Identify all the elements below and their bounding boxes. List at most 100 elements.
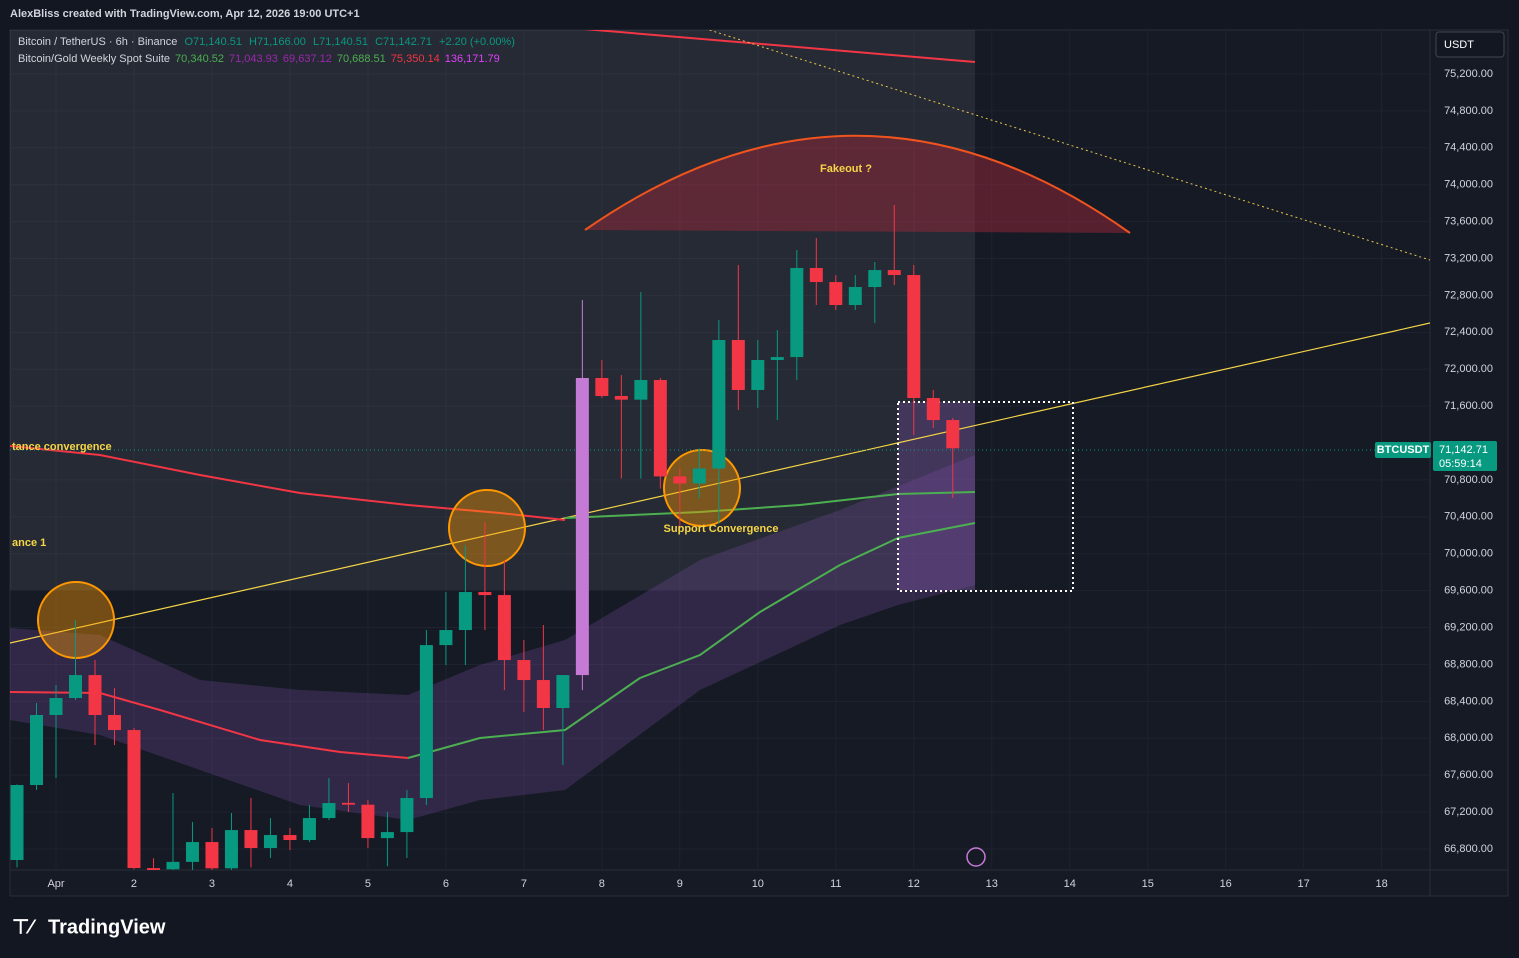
candle-body: [185, 842, 199, 862]
footer-brand: TradingView: [48, 916, 166, 938]
candle-body: [692, 468, 706, 484]
y-tick-label: 66,800.00: [1444, 843, 1493, 855]
y-tick-label: 69,600.00: [1444, 585, 1493, 597]
candle-body: [595, 377, 609, 396]
indicator-name: Bitcoin/Gold Weekly Spot Suite: [18, 53, 170, 65]
currency: USDT: [1444, 39, 1474, 51]
candle-body: [30, 715, 44, 786]
legend-high: H71,166.00: [249, 36, 306, 48]
candle-body: [770, 357, 784, 361]
currency-button[interactable]: [1435, 31, 1505, 58]
shaded-zone: [10, 30, 975, 590]
y-tick-label: 69,200.00: [1444, 621, 1493, 633]
y-tick-label: 73,600.00: [1444, 216, 1493, 228]
candle-body: [673, 476, 687, 484]
candle-body: [731, 339, 745, 390]
y-tick-label: 72,400.00: [1444, 326, 1493, 338]
candle-body: [302, 818, 316, 841]
box-fill: [898, 402, 975, 590]
candle-body: [497, 595, 511, 661]
x-tick-label: 18: [1376, 878, 1388, 890]
annotation: Fakeout ?: [820, 163, 872, 175]
indicator-value: 75,350.14: [391, 53, 440, 65]
candle-body: [380, 832, 394, 839]
x-tick-label: 6: [443, 878, 449, 890]
candle-body: [166, 861, 180, 870]
y-tick-label: 70,800.00: [1444, 474, 1493, 486]
legend-change: +2.20 (+0.00%): [439, 36, 515, 48]
dotted-box: [897, 401, 1074, 592]
x-tick-label: 9: [677, 878, 683, 890]
y-tick-label: 72,000.00: [1444, 363, 1493, 375]
legend-low: L71,140.51: [313, 36, 368, 48]
price-tag: [1433, 441, 1497, 471]
x-tick-label: 17: [1298, 878, 1310, 890]
candle-body: [614, 395, 628, 400]
candle-body: [809, 268, 823, 283]
candle-body: [751, 360, 765, 390]
candle-body: [400, 798, 414, 833]
y-tick-label: 70,400.00: [1444, 511, 1493, 523]
symbol-tag-text: BTCUSDT: [1377, 444, 1430, 456]
candle-body: [868, 270, 882, 288]
y-tick-label: 74,800.00: [1444, 105, 1493, 117]
candle-body: [263, 835, 277, 849]
overlays: [10, 30, 1430, 820]
candle-body: [946, 420, 960, 449]
candle-body: [69, 675, 83, 699]
ma-line: [407, 522, 976, 759]
y-tick-label: 75,200.00: [1444, 68, 1493, 80]
candle-body: [127, 730, 141, 869]
y-tick-label: 72,800.00: [1444, 289, 1493, 301]
header: AlexBliss created with TradingView.com, …: [10, 8, 360, 20]
y-tick-label: 67,600.00: [1444, 769, 1493, 781]
symbol-tag: [1375, 442, 1431, 458]
y-tick-label: 70,000.00: [1444, 548, 1493, 560]
x-tick-label: 10: [752, 878, 764, 890]
candle-body: [575, 377, 589, 676]
candle-body: [458, 592, 472, 631]
annotation: Support Convergence: [664, 523, 779, 535]
candle-body: [224, 830, 238, 869]
x-tick-label: 4: [287, 878, 293, 890]
y-tick-label: 68,800.00: [1444, 658, 1493, 670]
highlight-circle: [663, 449, 741, 527]
indicator-legend: Bitcoin/Gold Weekly Spot Suite 70,340.52 7…: [18, 53, 500, 65]
candle-body: [205, 842, 219, 869]
candle-body: [653, 380, 667, 477]
indicator-value: 136,171.79: [445, 53, 500, 65]
x-tick-label: 7: [521, 878, 527, 890]
candle-body: [341, 802, 355, 805]
candle-body: [712, 339, 726, 469]
y-tick-label: 74,000.00: [1444, 179, 1493, 191]
candle-body: [887, 270, 901, 276]
x-tick-label: 8: [599, 878, 605, 890]
x-tick-label: 13: [986, 878, 998, 890]
candle-body: [439, 630, 453, 646]
ma-line: [10, 445, 566, 521]
x-tick-label: 12: [908, 878, 920, 890]
y-tick-label: 71,600.00: [1444, 400, 1493, 412]
legend-close: C71,142.71: [375, 36, 432, 48]
price-tag-countdown: 05:59:14: [1439, 458, 1482, 470]
indicator-value: 71,043.93: [229, 53, 278, 65]
alert-icon[interactable]: [966, 847, 986, 867]
arc: [584, 134, 1131, 234]
candles: [10, 205, 960, 870]
indicator-value: 70,688.51: [337, 53, 386, 65]
candle-body: [926, 398, 940, 421]
x-tick-label: 5: [365, 878, 371, 890]
candle-body: [829, 282, 843, 306]
price-tag-price: 71,142.71: [1439, 444, 1488, 456]
highlight-circle: [448, 489, 526, 567]
candle-body: [88, 675, 102, 716]
candle-body: [49, 698, 63, 716]
candle-body: [848, 287, 862, 306]
legend: Bitcoin / TetherUS · 6h · Binance O71,14…: [18, 36, 515, 48]
indicator-value: 70,340.52: [175, 53, 224, 65]
y-tick-label: 74,400.00: [1444, 142, 1493, 154]
candle-body: [361, 804, 375, 839]
candle-body: [790, 268, 804, 358]
grid: [10, 30, 1430, 870]
